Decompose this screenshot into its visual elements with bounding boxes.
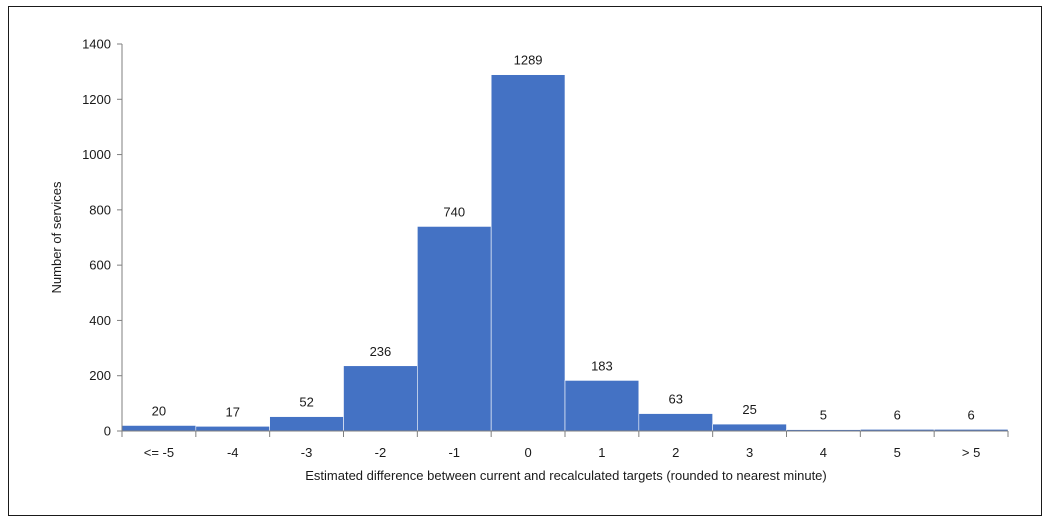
y-tick-label: 800: [89, 202, 111, 217]
data-label: 25: [742, 402, 756, 417]
x-tick-label: 0: [524, 445, 531, 460]
x-tick-label: -2: [375, 445, 387, 460]
data-label: 183: [591, 358, 613, 373]
data-label: 20: [152, 403, 166, 418]
data-label: 17: [226, 404, 240, 419]
y-tick-label: 1200: [82, 92, 111, 107]
x-tick-label: 3: [746, 445, 753, 460]
y-axis-title: Number of services: [49, 181, 64, 293]
data-label: 63: [669, 392, 683, 407]
bar: [712, 423, 787, 432]
x-tick-label: <= -5: [144, 445, 174, 460]
data-label: 5: [820, 408, 827, 423]
data-label: 6: [967, 407, 974, 422]
chart-frame: 20 17 52 236 740 1289 183 63 25 5 6 6 0 200 400 600 800…: [8, 6, 1042, 516]
x-tick-label: -1: [448, 445, 460, 460]
x-tick-label: 5: [894, 445, 901, 460]
bar: [417, 226, 492, 432]
bar: [269, 416, 344, 432]
bar: [638, 413, 713, 432]
y-tick-label: 200: [89, 368, 111, 383]
y-tick-label: 600: [89, 258, 111, 273]
y-tick-label: 1400: [82, 37, 111, 52]
x-tick-label: -3: [301, 445, 313, 460]
data-label: 52: [299, 395, 313, 410]
data-label: 6: [894, 407, 901, 422]
data-label: 236: [370, 344, 392, 359]
bar: [490, 74, 566, 432]
y-axis: 0 200 400 600 800 1000 1200 1400: [82, 37, 123, 439]
y-tick-label: 0: [104, 424, 111, 439]
x-tick-label: -4: [227, 445, 239, 460]
bar: [121, 425, 197, 432]
x-tick-label: 1: [598, 445, 605, 460]
data-label: 1289: [514, 53, 543, 68]
bar: [343, 365, 418, 432]
x-tick-label: > 5: [962, 445, 980, 460]
data-labels-layer: 20 17 52 236 740 1289 183 63 25 5 6 6: [152, 53, 975, 423]
data-label: 740: [443, 204, 465, 219]
x-tick-label: 4: [820, 445, 827, 460]
x-axis-title: Estimated difference between current and…: [305, 468, 827, 483]
y-tick-label: 1000: [82, 147, 111, 162]
x-tick-label: 2: [672, 445, 679, 460]
y-tick-label: 400: [89, 313, 111, 328]
x-axis: <= -5 -4 -3 -2 -1 0 1 2 3 4 5 > 5: [121, 430, 1009, 460]
bars-layer: [121, 74, 1009, 432]
bar: [564, 380, 640, 432]
bar: [195, 426, 270, 432]
